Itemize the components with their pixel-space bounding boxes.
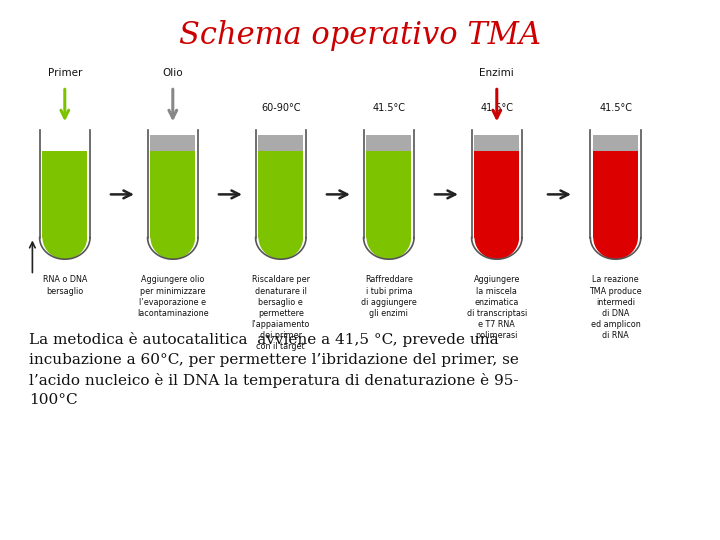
- Text: La reazione
TMA produce
intermedi
di DNA
ed amplicon
di RNA: La reazione TMA produce intermedi di DNA…: [589, 275, 642, 340]
- Polygon shape: [258, 151, 303, 238]
- Polygon shape: [474, 151, 519, 238]
- Polygon shape: [593, 238, 638, 259]
- Polygon shape: [150, 135, 195, 151]
- Text: Aggiungere olio
per minimizzare
l’evaporazione e
lacontaminazione: Aggiungere olio per minimizzare l’evapor…: [137, 275, 209, 318]
- Polygon shape: [366, 238, 411, 259]
- Polygon shape: [42, 151, 87, 238]
- Text: 41.5°C: 41.5°C: [599, 103, 632, 113]
- Polygon shape: [150, 151, 195, 238]
- Text: Raffreddare
i tubi prima
di aggiungere
gli enzimi: Raffreddare i tubi prima di aggiungere g…: [361, 275, 417, 318]
- Polygon shape: [366, 135, 411, 151]
- Text: RNA o DNA
bersaglio: RNA o DNA bersaglio: [42, 275, 87, 295]
- Text: 41.5°C: 41.5°C: [372, 103, 405, 113]
- Polygon shape: [474, 135, 519, 151]
- Text: Riscaldare per
denaturare il
bersaglio e
permettere
l’appaiamento
dei primer
con: Riscaldare per denaturare il bersaglio e…: [251, 275, 310, 351]
- Text: Enzimi: Enzimi: [480, 68, 514, 78]
- Polygon shape: [42, 238, 87, 259]
- Polygon shape: [366, 151, 411, 238]
- Polygon shape: [474, 238, 519, 259]
- Text: 41.5°C: 41.5°C: [480, 103, 513, 113]
- Polygon shape: [593, 151, 638, 238]
- Polygon shape: [150, 238, 195, 259]
- Polygon shape: [258, 238, 303, 259]
- Text: La metodica è autocatalitica  avviene a 41,5 °C, prevede una
incubazione a 60°C,: La metodica è autocatalitica avviene a 4…: [29, 332, 518, 407]
- Text: Schema operativo TMA: Schema operativo TMA: [179, 19, 541, 51]
- Text: Primer: Primer: [48, 68, 82, 78]
- Text: 60-90°C: 60-90°C: [261, 103, 300, 113]
- Polygon shape: [593, 135, 638, 151]
- Text: Olio: Olio: [163, 68, 183, 78]
- Polygon shape: [258, 135, 303, 151]
- Text: Aggiungere
la miscela
enzimatica
di transcriptasi
e T7 RNA
polimerasi: Aggiungere la miscela enzimatica di tran…: [467, 275, 527, 340]
